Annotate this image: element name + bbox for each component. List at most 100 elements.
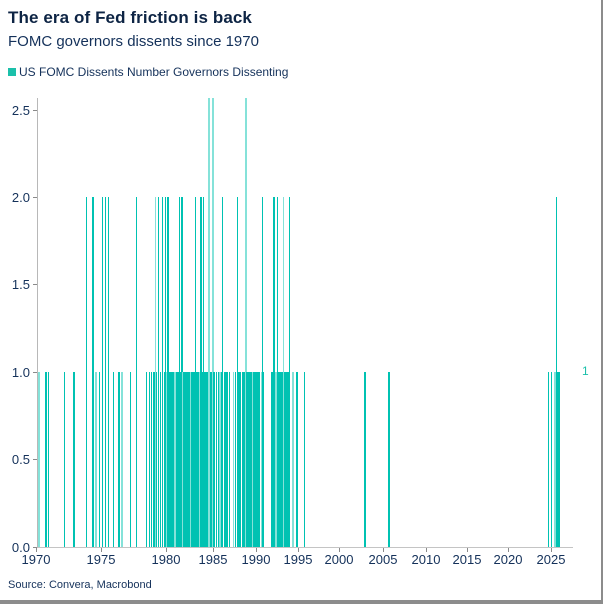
dissent-bar (187, 372, 190, 547)
dissent-bar (238, 372, 240, 547)
x-axis-tick (166, 548, 167, 552)
x-axis-label: 1970 (21, 552, 51, 567)
dissent-bar (172, 372, 174, 547)
dissent-bar (388, 372, 390, 547)
page-subtitle: FOMC governors dissents since 1970 (8, 33, 259, 50)
x-axis-label: 1980 (151, 552, 181, 567)
dissent-bar (556, 372, 558, 547)
dissent-bar (277, 372, 280, 547)
y-axis-tick (33, 109, 37, 111)
window-border-right (601, 0, 603, 604)
dissent-bar (166, 372, 168, 547)
dissent-bar (287, 372, 290, 547)
dissent-bar (189, 372, 191, 547)
dissent-bar (175, 372, 177, 547)
dissent-bar (165, 197, 167, 547)
dissent-bar (104, 197, 106, 547)
dissent-bar (163, 372, 166, 547)
dissent-bar (121, 372, 123, 547)
x-axis-tick (508, 548, 509, 552)
dissent-bar (200, 197, 202, 547)
dissent-bar (225, 372, 227, 547)
dissent-bar (192, 372, 194, 547)
dissent-bar (150, 372, 153, 547)
x-axis-tick (101, 548, 102, 552)
dissent-bar (197, 372, 199, 547)
dissent-bar (254, 372, 256, 547)
x-axis-label: 2025 (536, 552, 566, 567)
dissent-bar (209, 372, 212, 547)
dissent-bar (167, 197, 169, 547)
x-axis-label: 2020 (493, 552, 523, 567)
x-axis-label: 2015 (452, 552, 482, 567)
x-axis-tick (383, 548, 384, 552)
dissent-bar (241, 372, 244, 547)
dissent-bar (182, 372, 184, 547)
dissent-bar (283, 372, 286, 547)
page-title: The era of Fed friction is back (8, 8, 252, 27)
x-axis-label: 1990 (241, 552, 271, 567)
dissent-bar (45, 372, 47, 547)
dissent-bar (194, 197, 197, 547)
dissent-bar (244, 98, 247, 547)
dissent-bar (92, 197, 94, 547)
dissent-bar (157, 197, 160, 547)
dissent-bar (249, 372, 251, 547)
dissent-bar (281, 372, 284, 547)
dissent-bar (288, 197, 291, 547)
dissent-bar (255, 372, 257, 547)
latest-value-label: 1 (582, 364, 589, 378)
x-axis-tick (256, 548, 257, 552)
dissent-bar (246, 372, 248, 547)
dissent-bar (272, 372, 274, 547)
y-axis-label: 2.5 (11, 102, 30, 118)
legend-label: US FOMC Dissents Number Governors Dissen… (19, 65, 289, 79)
dissent-bar (171, 372, 173, 547)
dissent-bar (219, 372, 221, 547)
y-axis-label: 1.5 (11, 277, 30, 293)
dissent-bar (233, 372, 235, 547)
dissent-bar (251, 372, 253, 547)
dissent-bar (263, 372, 265, 547)
y-axis-label: 1.0 (11, 364, 30, 380)
dissent-bar (63, 372, 65, 547)
dissent-bar (286, 372, 289, 547)
dissent-bar (159, 372, 162, 547)
dissent-bar (250, 372, 252, 547)
y-axis-tick (33, 196, 37, 198)
dissent-bar (258, 372, 260, 547)
dissent-bar (101, 197, 104, 547)
y-axis-label: 0.0 (11, 539, 30, 555)
dissent-bar (173, 372, 175, 547)
dissent-bar (208, 98, 211, 547)
dissent-bar (280, 372, 283, 547)
y-axis-tick (33, 284, 37, 286)
dissent-bar (211, 98, 214, 547)
plot-area (37, 98, 573, 548)
dissent-bar (239, 372, 242, 547)
y-axis-label: 0.5 (11, 452, 30, 468)
dissent-bar (279, 372, 282, 547)
dissent-bar (364, 372, 366, 547)
dissent-bar (210, 372, 213, 547)
dissent-bar (161, 197, 164, 547)
dissent-bar (252, 372, 254, 547)
y-axis-label: 2.0 (11, 189, 30, 205)
dissent-bar (174, 372, 176, 547)
dissent-bar (202, 197, 205, 547)
dissent-bar (145, 372, 147, 547)
dissent-bar (168, 372, 170, 547)
dissent-bar (190, 372, 192, 547)
dissent-bar (153, 372, 155, 547)
dissent-bar (113, 372, 115, 547)
dissent-bar (181, 197, 183, 547)
dissent-bar (555, 197, 557, 547)
dissent-bar (274, 372, 276, 547)
source-note: Source: Convera, Macrobond (8, 579, 152, 591)
legend: US FOMC Dissents Number Governors Dissen… (8, 65, 288, 79)
dissent-bar (176, 372, 179, 547)
dissent-bar (271, 372, 273, 547)
dissent-bar (260, 372, 262, 547)
dissent-bar (48, 372, 50, 547)
